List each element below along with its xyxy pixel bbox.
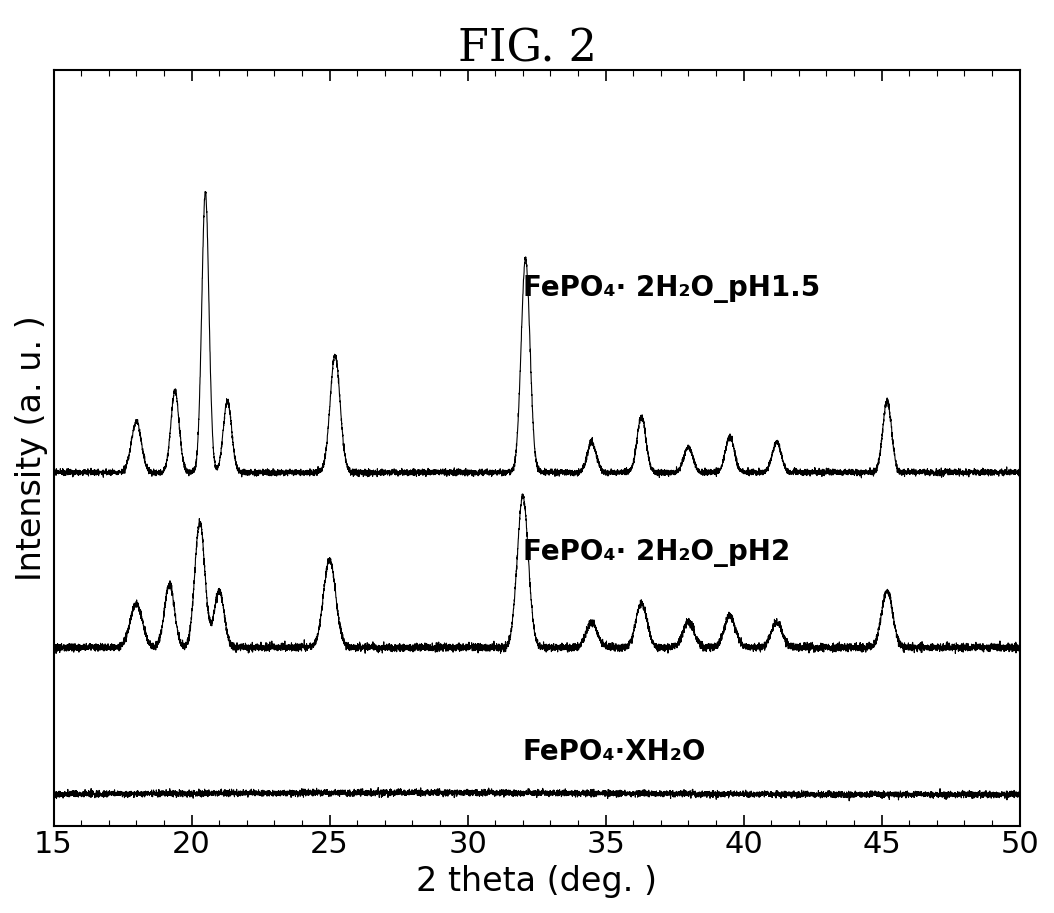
- Text: FePO₄· 2H₂O_pH1.5: FePO₄· 2H₂O_pH1.5: [523, 275, 820, 303]
- Y-axis label: Intensity (a. u. ): Intensity (a. u. ): [15, 315, 48, 581]
- Text: FePO₄·XH₂O: FePO₄·XH₂O: [523, 739, 706, 766]
- Text: FePO₄· 2H₂O_pH2: FePO₄· 2H₂O_pH2: [523, 539, 790, 567]
- Text: FIG. 2: FIG. 2: [457, 27, 597, 70]
- X-axis label: 2 theta (deg. ): 2 theta (deg. ): [416, 865, 657, 898]
